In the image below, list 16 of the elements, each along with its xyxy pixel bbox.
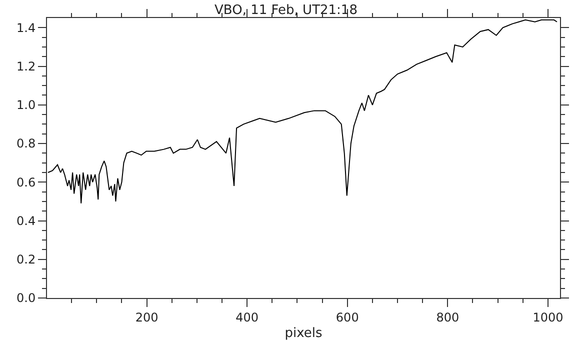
y-tick-label: 0.4 <box>16 214 36 228</box>
y-tick-label: 1.0 <box>16 98 36 112</box>
x-tick-label: 1000 <box>532 310 564 324</box>
x-axis-title: pixels <box>284 326 322 341</box>
x-tick-label: 600 <box>336 310 359 324</box>
y-tick-label: 0.0 <box>16 291 36 306</box>
y-tick-label: 1.4 <box>16 20 36 35</box>
x-tick-label: 400 <box>236 310 259 324</box>
y-tick-label: 1.2 <box>16 59 36 74</box>
y-tick-label: 0.2 <box>16 252 36 267</box>
y-tick-label: 0.8 <box>16 136 36 151</box>
x-tick-label: 800 <box>436 310 460 324</box>
x-tick-label: 200 <box>135 310 158 324</box>
chart-title: VBO, 11 Feb, UT21:18 <box>214 3 358 18</box>
y-tick-label: 0.6 <box>16 175 36 190</box>
line-series <box>48 19 558 204</box>
